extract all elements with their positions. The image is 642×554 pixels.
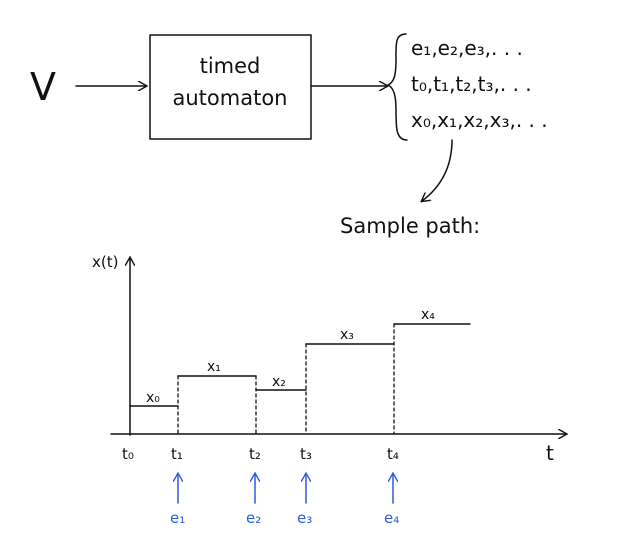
time-label-t3: t₃ [300, 445, 312, 463]
output-times: t₀,t₁,t₂,t₃,. . . [411, 72, 532, 96]
time-label-t4: t₄ [387, 445, 399, 463]
x-axis-label: t [546, 441, 554, 465]
time-label-t2: t₂ [249, 445, 261, 463]
state-label-x0: x₀ [146, 390, 160, 406]
state-label-x1: x₁ [207, 359, 221, 375]
block-label-line1: timed [200, 54, 261, 78]
state-label-x4: x₄ [421, 307, 435, 323]
sample-path-arrow [422, 139, 453, 201]
event-label-e2: e₂ [246, 509, 261, 527]
time-label-t0: t₀ [122, 445, 134, 463]
output-brace [387, 33, 408, 141]
event-label-e4: e₄ [384, 509, 399, 527]
output-states: x₀,x₁,x₂,x₃,. . . [411, 108, 548, 132]
sample-path-label: Sample path: [340, 214, 480, 238]
state-label-x3: x₃ [340, 327, 354, 343]
block-label-line2: automaton [173, 86, 288, 110]
y-axis-label: x(t) [92, 253, 118, 271]
event-label-e3: e₃ [297, 509, 312, 527]
event-label-e1: e₁ [170, 509, 185, 527]
input-label-v: V [30, 65, 56, 109]
time-label-t1: t₁ [171, 445, 183, 463]
timed-automaton-block [149, 34, 312, 140]
state-label-x2: x₂ [272, 374, 286, 390]
output-events: e₁,e₂,e₃,. . . [411, 36, 523, 60]
